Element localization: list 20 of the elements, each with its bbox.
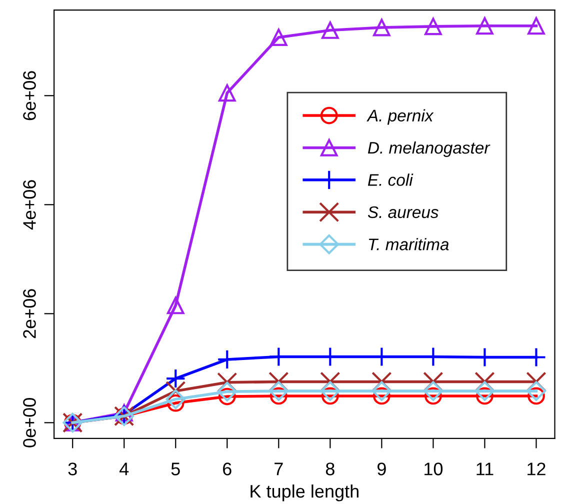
legend-label: A. pernix [366, 109, 434, 125]
x-tick-label: 11 [476, 462, 494, 476]
y-tick-label: 0e+00 [23, 398, 36, 448]
legend-label: T. maritima [368, 238, 449, 250]
x-tick-label: 12 [528, 462, 546, 476]
x-tick-label: 10 [424, 462, 443, 476]
y-tick-label: 4e+06 [23, 180, 36, 230]
y-tick-label: 2e+06 [23, 289, 36, 338]
legend-label: S. aureus [368, 206, 438, 218]
x-tick-label: 6 [223, 462, 232, 476]
y-tick-label: 6e+06 [23, 71, 36, 120]
x-axis-title: K tuple length [250, 484, 358, 502]
x-tick-label: 7 [274, 462, 283, 476]
x-tick-label: 4 [120, 462, 129, 476]
legend-label: E. coli [368, 174, 414, 186]
legend-label: D. melanogaster [368, 141, 490, 158]
x-tick-label: 9 [378, 462, 386, 476]
x-tick-label: 5 [171, 462, 180, 476]
x-tick-label: 3 [68, 462, 77, 476]
x-tick-label: 8 [326, 462, 334, 476]
